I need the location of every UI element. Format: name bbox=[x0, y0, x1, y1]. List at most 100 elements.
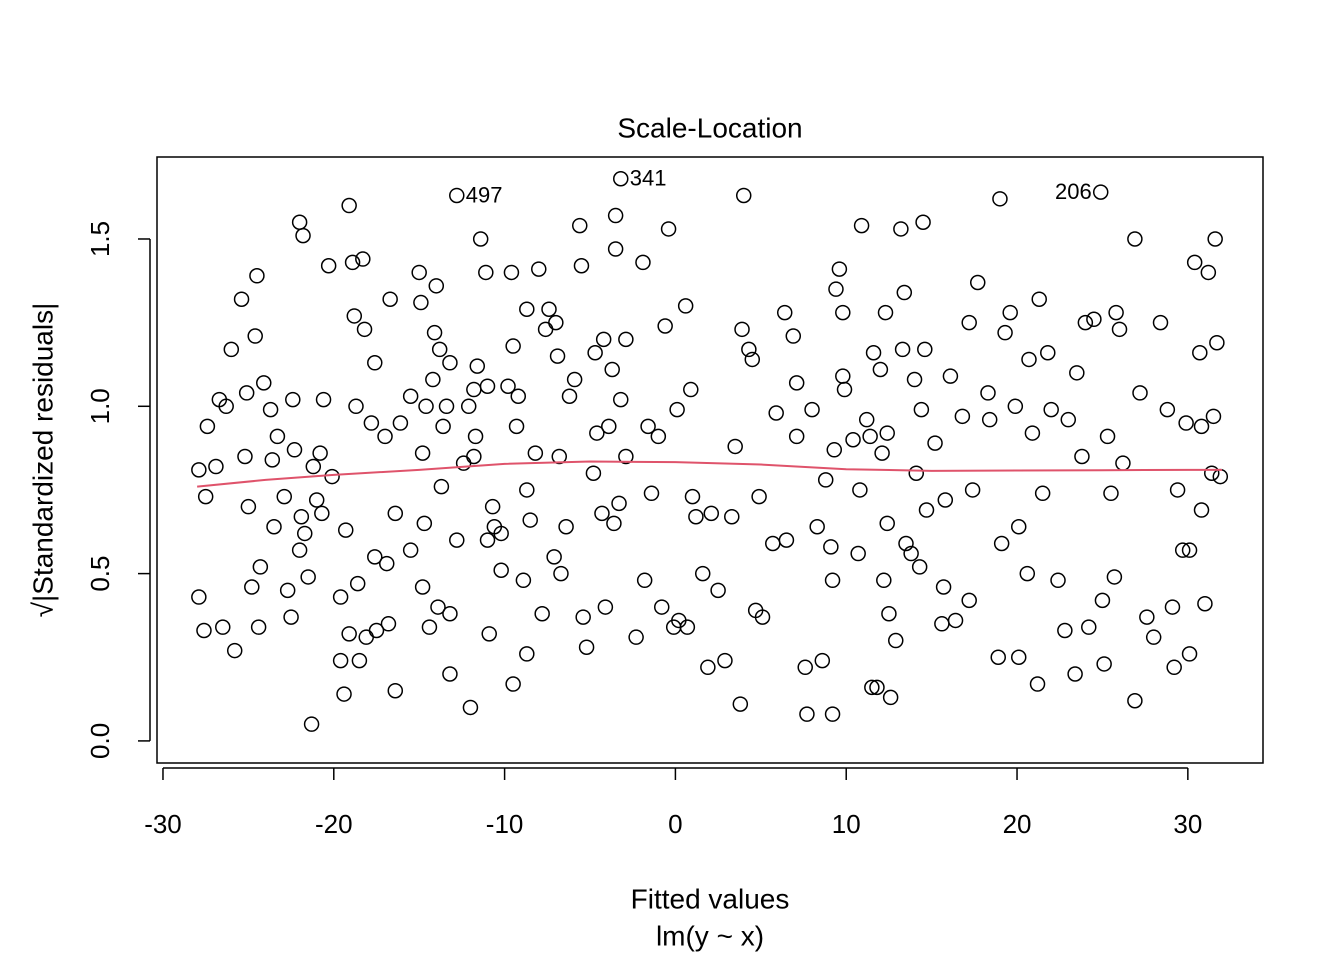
point bbox=[1010, 649, 1027, 666]
point bbox=[300, 569, 316, 585]
point bbox=[505, 676, 521, 692]
point bbox=[683, 381, 699, 398]
point bbox=[1099, 428, 1116, 445]
point bbox=[732, 696, 749, 712]
point bbox=[831, 261, 848, 277]
point bbox=[823, 539, 839, 555]
point bbox=[414, 445, 431, 461]
point bbox=[751, 488, 767, 505]
point bbox=[754, 609, 771, 625]
point bbox=[276, 488, 293, 505]
point bbox=[1132, 385, 1148, 401]
point bbox=[337, 522, 354, 538]
point bbox=[348, 398, 364, 415]
point bbox=[1106, 569, 1123, 585]
point bbox=[604, 361, 620, 378]
point bbox=[191, 462, 207, 478]
point bbox=[264, 452, 281, 468]
point bbox=[466, 448, 482, 465]
point bbox=[503, 264, 520, 281]
point bbox=[1166, 659, 1182, 676]
point bbox=[911, 559, 928, 575]
point bbox=[368, 622, 385, 639]
point bbox=[466, 381, 482, 398]
point bbox=[606, 515, 622, 532]
point bbox=[688, 508, 704, 525]
point bbox=[269, 428, 286, 445]
point bbox=[510, 388, 527, 405]
point bbox=[469, 358, 486, 374]
point bbox=[1193, 502, 1210, 518]
point bbox=[266, 519, 282, 535]
point bbox=[1019, 565, 1036, 582]
point bbox=[894, 341, 911, 358]
point bbox=[534, 606, 550, 622]
point bbox=[896, 284, 913, 301]
point bbox=[660, 221, 677, 237]
point bbox=[942, 368, 959, 384]
x-tick-label: 0 bbox=[668, 809, 682, 839]
point bbox=[247, 328, 263, 344]
point bbox=[858, 411, 875, 428]
point bbox=[578, 639, 595, 655]
point bbox=[472, 231, 489, 247]
point bbox=[835, 304, 851, 321]
point bbox=[717, 652, 733, 669]
point bbox=[1111, 321, 1128, 338]
x-axis-label: Fitted values bbox=[631, 883, 790, 914]
point bbox=[814, 652, 831, 669]
point bbox=[908, 465, 925, 481]
point bbox=[788, 428, 805, 445]
point bbox=[1212, 468, 1229, 485]
point bbox=[413, 294, 429, 311]
point bbox=[906, 371, 923, 388]
point bbox=[727, 438, 743, 455]
point bbox=[382, 291, 398, 307]
point bbox=[249, 268, 265, 284]
point bbox=[341, 626, 357, 642]
point bbox=[250, 619, 267, 635]
point bbox=[1145, 629, 1162, 645]
point bbox=[344, 254, 361, 271]
point bbox=[1034, 485, 1051, 502]
point bbox=[679, 619, 696, 635]
point bbox=[734, 321, 750, 338]
point bbox=[500, 378, 516, 394]
point bbox=[862, 428, 878, 445]
point bbox=[1207, 231, 1223, 247]
point bbox=[431, 341, 448, 358]
point bbox=[493, 525, 509, 542]
point bbox=[351, 652, 368, 669]
point bbox=[817, 472, 834, 488]
point bbox=[199, 418, 216, 435]
point bbox=[244, 579, 260, 595]
point bbox=[252, 559, 269, 575]
point bbox=[653, 599, 670, 615]
point bbox=[877, 304, 894, 321]
point bbox=[519, 482, 535, 498]
chart-title: Scale-Location bbox=[617, 112, 802, 143]
point bbox=[519, 646, 535, 662]
point bbox=[828, 281, 844, 297]
point bbox=[223, 341, 240, 358]
point bbox=[1043, 401, 1059, 418]
point bbox=[954, 408, 971, 425]
point bbox=[479, 532, 496, 548]
point bbox=[314, 505, 330, 522]
point bbox=[297, 525, 313, 542]
point bbox=[356, 321, 373, 338]
point bbox=[237, 448, 253, 465]
point bbox=[295, 227, 311, 244]
y-tick-label: 0.5 bbox=[85, 556, 115, 592]
point bbox=[778, 532, 795, 548]
point bbox=[1159, 401, 1176, 418]
point bbox=[449, 187, 465, 204]
point bbox=[303, 716, 320, 732]
point bbox=[387, 505, 404, 522]
point bbox=[893, 221, 909, 237]
point bbox=[479, 378, 496, 394]
point bbox=[551, 448, 568, 465]
point bbox=[341, 197, 357, 214]
point bbox=[835, 368, 851, 384]
